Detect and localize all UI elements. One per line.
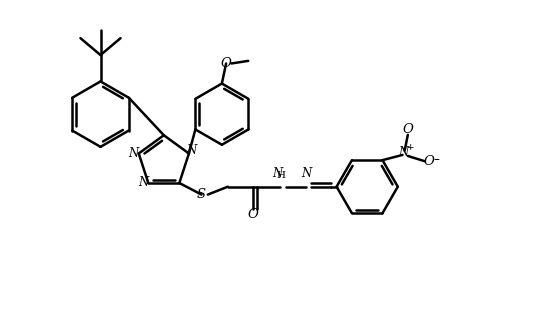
Text: N: N [398, 146, 409, 159]
Text: O: O [248, 208, 258, 221]
Text: O: O [403, 123, 413, 136]
Text: O: O [423, 155, 434, 168]
Text: N: N [128, 147, 139, 160]
Text: N: N [273, 167, 282, 180]
Text: O: O [221, 57, 232, 70]
Text: N: N [187, 144, 197, 157]
Text: H: H [276, 171, 285, 180]
Text: +: + [406, 143, 413, 152]
Text: –: – [434, 153, 439, 166]
Text: N: N [301, 167, 311, 180]
Text: S: S [197, 188, 206, 201]
Text: N: N [138, 176, 148, 190]
